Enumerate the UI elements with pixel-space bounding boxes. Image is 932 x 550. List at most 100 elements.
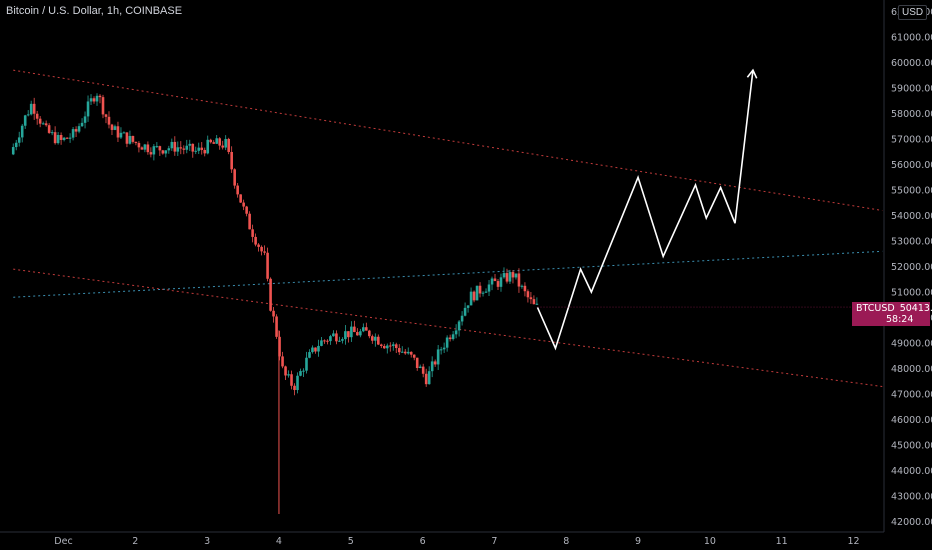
candle-body bbox=[478, 285, 482, 294]
candle-body bbox=[341, 339, 344, 341]
candle-body bbox=[442, 347, 446, 350]
candle-body bbox=[302, 370, 305, 372]
candle-body bbox=[227, 138, 230, 152]
candle-body bbox=[197, 147, 201, 151]
candle-body bbox=[424, 373, 428, 385]
x-tick-label: 6 bbox=[420, 536, 426, 547]
candle-body bbox=[155, 146, 159, 148]
candle-body bbox=[457, 321, 461, 331]
candle-body bbox=[397, 348, 401, 353]
candle-body bbox=[436, 349, 440, 365]
candle-body bbox=[26, 114, 30, 116]
chart-title: Bitcoin / U.S. Dollar, 1h, COINBASE bbox=[6, 5, 183, 17]
candle-body bbox=[233, 169, 236, 186]
x-tick-label: 11 bbox=[776, 536, 788, 547]
candle-body bbox=[125, 132, 129, 144]
candle-body bbox=[320, 340, 323, 346]
candle-body bbox=[511, 272, 515, 278]
x-tick-label: Dec bbox=[54, 536, 72, 547]
candle-body bbox=[137, 143, 141, 148]
candle-body bbox=[116, 126, 120, 138]
x-tick-label: 5 bbox=[348, 536, 354, 547]
candle-body bbox=[71, 129, 75, 138]
candle-body bbox=[131, 135, 135, 142]
candle-body bbox=[74, 129, 78, 132]
candle-body bbox=[44, 123, 48, 126]
candle-body bbox=[200, 147, 204, 150]
candle-body bbox=[158, 146, 162, 151]
candle-body bbox=[104, 114, 108, 117]
projection-arrowhead bbox=[746, 68, 758, 79]
x-tick-label: 2 bbox=[132, 536, 138, 547]
candle-body bbox=[254, 236, 257, 245]
candle-body bbox=[326, 340, 329, 342]
y-tick-label: 61000.0000 bbox=[891, 33, 932, 44]
candle-body bbox=[403, 351, 407, 354]
candle-body bbox=[275, 316, 278, 337]
candle-body bbox=[388, 345, 392, 347]
candle-body bbox=[526, 291, 530, 298]
candle-body bbox=[224, 138, 227, 148]
candle-body bbox=[47, 125, 51, 133]
candle-body bbox=[278, 336, 281, 357]
candle-body bbox=[290, 374, 293, 386]
candle-body bbox=[188, 143, 192, 146]
candle-body bbox=[173, 141, 177, 152]
candle-body bbox=[245, 206, 248, 214]
candle-body bbox=[56, 135, 60, 144]
candle-body bbox=[514, 273, 518, 278]
x-tick-label: 3 bbox=[204, 536, 210, 547]
candle-body bbox=[350, 326, 353, 338]
candle-body bbox=[430, 361, 434, 372]
candle-body bbox=[209, 139, 213, 143]
candle-body bbox=[23, 115, 27, 126]
candle-body bbox=[409, 351, 413, 355]
projection-path bbox=[536, 70, 754, 351]
candle-body bbox=[260, 246, 263, 252]
candle-body bbox=[62, 137, 66, 140]
candle-body bbox=[412, 354, 416, 358]
candle-body bbox=[335, 333, 338, 342]
candle-body bbox=[454, 330, 458, 335]
candle-body bbox=[215, 138, 219, 144]
candle-body bbox=[344, 331, 347, 340]
candle-body bbox=[119, 132, 123, 138]
lower-channel-line bbox=[13, 268, 883, 387]
candle-body bbox=[451, 334, 455, 340]
candle-body bbox=[128, 135, 132, 144]
candle-body bbox=[347, 331, 350, 338]
candle-body bbox=[484, 291, 488, 293]
candle-body bbox=[53, 132, 57, 144]
y-tick-label: 56000.0000 bbox=[891, 160, 932, 171]
candle-body bbox=[272, 310, 275, 317]
badge-price: 50413.8700 bbox=[899, 303, 932, 314]
candle-body bbox=[356, 332, 359, 336]
candle-body bbox=[266, 252, 269, 279]
candle-body bbox=[179, 147, 183, 149]
candle-body bbox=[472, 291, 476, 301]
candle-body bbox=[122, 132, 126, 134]
candle-body bbox=[218, 138, 222, 146]
candle-body bbox=[65, 137, 69, 139]
candle-body bbox=[140, 147, 144, 150]
x-tick-label: 7 bbox=[491, 536, 497, 547]
candle-body bbox=[185, 145, 189, 150]
candle-body bbox=[296, 375, 299, 391]
candle-body bbox=[41, 123, 45, 125]
y-tick-label: 49000.0000 bbox=[891, 339, 932, 350]
currency-button[interactable]: USD bbox=[898, 5, 928, 20]
badge-symbol: BTCUSD bbox=[856, 303, 895, 314]
candle-body bbox=[107, 116, 111, 125]
candle-body bbox=[203, 149, 207, 154]
y-tick-label: 47000.0000 bbox=[891, 390, 932, 401]
candle-body bbox=[439, 349, 443, 351]
candle-body bbox=[499, 277, 503, 287]
candle-body bbox=[362, 327, 365, 332]
candle-body bbox=[532, 299, 536, 305]
y-tick-label: 55000.0000 bbox=[891, 186, 932, 197]
candle-body bbox=[92, 98, 96, 102]
candle-body bbox=[418, 366, 422, 368]
candle-body bbox=[134, 141, 138, 144]
candle-body bbox=[113, 126, 117, 130]
